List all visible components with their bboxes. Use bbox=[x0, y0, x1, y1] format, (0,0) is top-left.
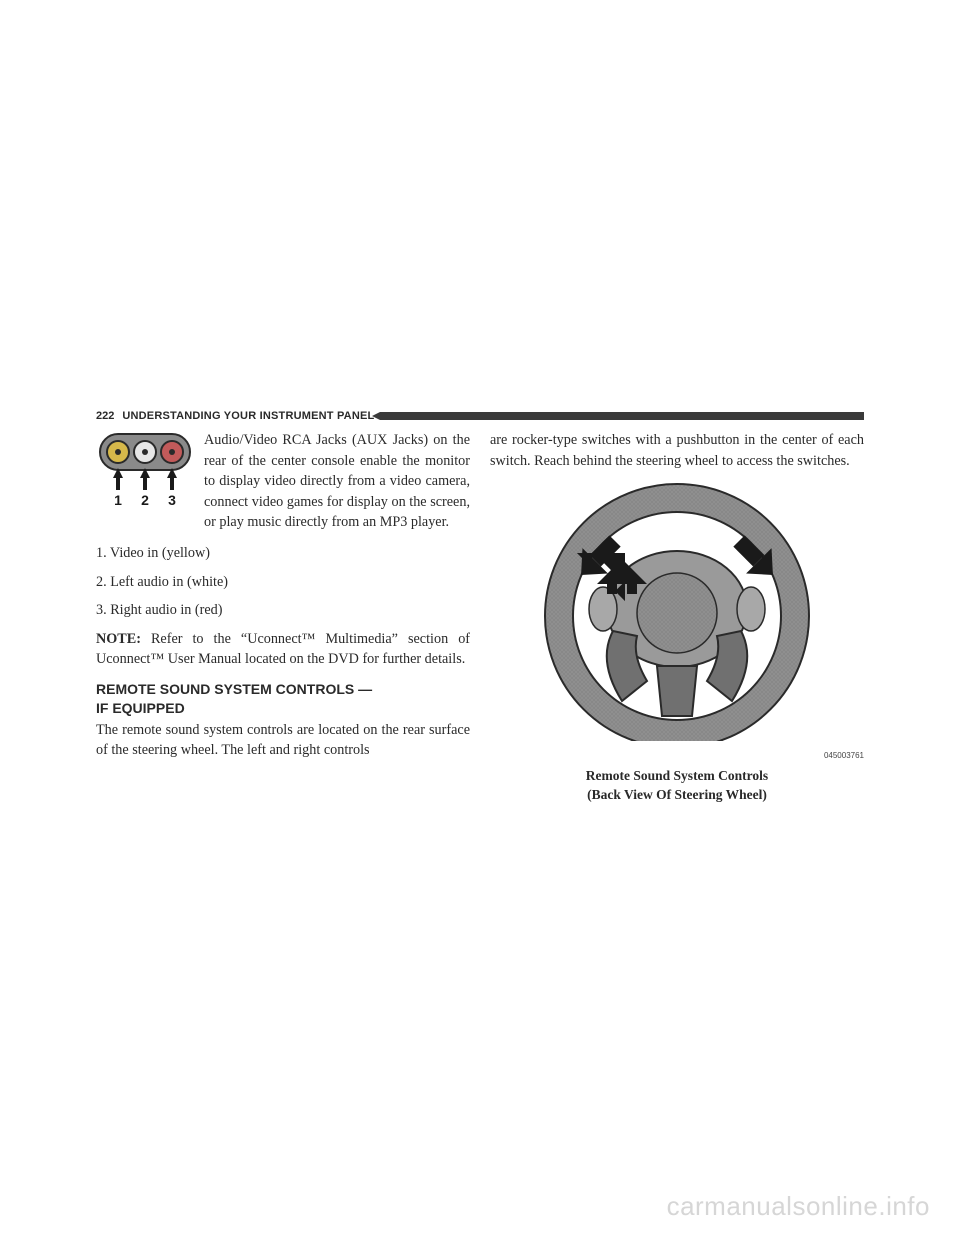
figure-caption: Remote Sound System Controls (Back View … bbox=[490, 767, 864, 805]
figure-number: 045003761 bbox=[490, 750, 864, 762]
aux-jacks-figure: 1 2 3 bbox=[96, 430, 194, 533]
subhead-line1: REMOTE SOUND SYSTEM CONTROLS — bbox=[96, 681, 372, 697]
body-paragraph: The remote sound system controls are loc… bbox=[96, 720, 470, 761]
right-column: are rocker-type switches with a pushbutt… bbox=[490, 430, 864, 805]
caption-line1: Remote Sound System Controls bbox=[586, 768, 768, 783]
note-label: NOTE: bbox=[96, 631, 141, 647]
steering-wheel-figure: 045003761 Remote Sound System Controls (… bbox=[490, 481, 864, 805]
watermark: carmanualsonline.info bbox=[667, 1191, 930, 1222]
subheading: REMOTE SOUND SYSTEM CONTROLS — IF EQUIPP… bbox=[96, 680, 470, 718]
list-item: 2. Left audio in (white) bbox=[96, 572, 470, 593]
content-columns: 1 2 3 Audio/Video RCA Jacks (AUX Jacks) … bbox=[96, 430, 864, 805]
steering-wheel-icon bbox=[527, 481, 827, 741]
aux-jacks-block: 1 2 3 Audio/Video RCA Jacks (AUX Jacks) … bbox=[96, 430, 470, 533]
page-header: 222 UNDERSTANDING YOUR INSTRUMENT PANEL bbox=[96, 410, 864, 422]
body-paragraph: are rocker-type switches with a pushbutt… bbox=[490, 430, 864, 471]
svg-text:1: 1 bbox=[114, 492, 122, 508]
svg-text:3: 3 bbox=[168, 492, 176, 508]
caption-line2: (Back View Of Steering Wheel) bbox=[587, 787, 767, 802]
subhead-line2: IF EQUIPPED bbox=[96, 700, 185, 716]
note-paragraph: NOTE: Refer to the “Uconnect™ Multimedia… bbox=[96, 629, 470, 670]
list-item: 3. Right audio in (red) bbox=[96, 600, 470, 621]
aux-jacks-icon: 1 2 3 bbox=[96, 430, 194, 508]
aux-paragraph: Audio/Video RCA Jacks (AUX Jacks) on the… bbox=[204, 430, 470, 533]
page-number: 222 bbox=[96, 410, 114, 422]
svg-text:2: 2 bbox=[141, 492, 149, 508]
manual-page: 222 UNDERSTANDING YOUR INSTRUMENT PANEL bbox=[96, 410, 864, 805]
section-title: UNDERSTANDING YOUR INSTRUMENT PANEL bbox=[122, 410, 374, 422]
left-column: 1 2 3 Audio/Video RCA Jacks (AUX Jacks) … bbox=[96, 430, 470, 805]
note-text: Refer to the “Uconnect™ Multimedia” sect… bbox=[96, 631, 470, 668]
list-item: 1. Video in (yellow) bbox=[96, 543, 470, 564]
header-divider-bar bbox=[380, 412, 864, 420]
